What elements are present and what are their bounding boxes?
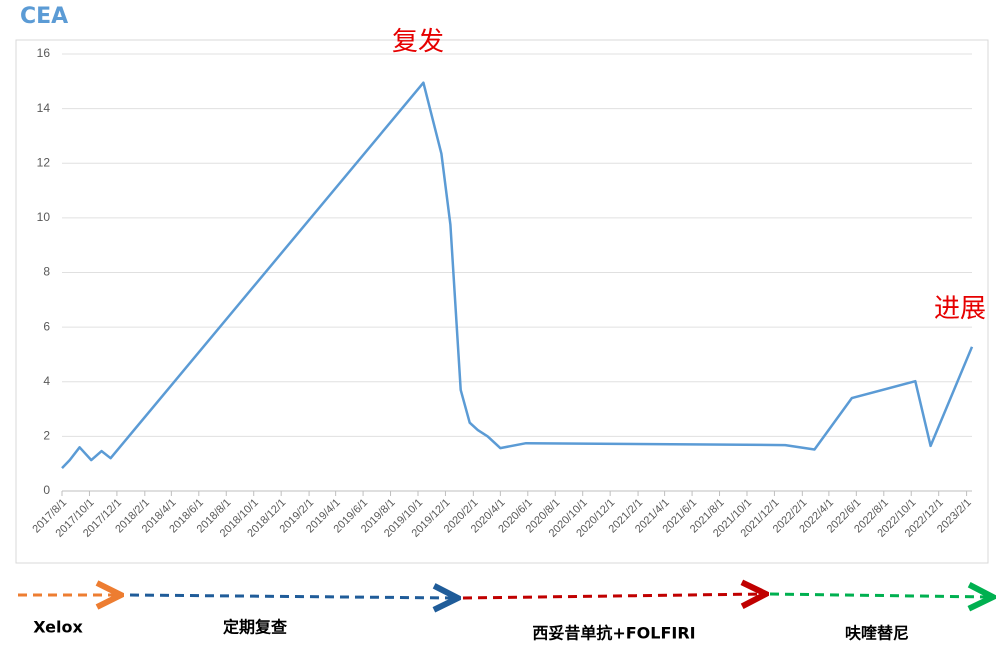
annotation: 进展 (934, 294, 986, 324)
arrow (462, 594, 763, 598)
y-tick-label: 0 (43, 483, 50, 497)
arrow (129, 595, 455, 598)
y-tick-label: 10 (37, 210, 51, 224)
chart-title: CEA (20, 4, 68, 29)
chart-frame (15, 39, 989, 564)
arrow (769, 594, 990, 597)
y-tick-label: 2 (43, 429, 50, 443)
y-tick-label: 12 (37, 155, 51, 169)
treatment-label: 西妥昔单抗+FOLFIRI (532, 624, 695, 643)
y-tick-label: 16 (37, 46, 51, 60)
y-tick-label: 4 (43, 374, 50, 388)
annotation: 复发 (392, 27, 444, 57)
data-line (61, 81, 974, 469)
treatment-label: 呋喹替尼 (845, 624, 909, 643)
y-tick-label: 8 (43, 265, 50, 279)
y-tick-label: 6 (43, 319, 50, 333)
y-tick-label: 14 (37, 101, 51, 115)
treatment-label: 定期复查 (222, 618, 287, 637)
treatment-label: Xelox (33, 618, 83, 637)
